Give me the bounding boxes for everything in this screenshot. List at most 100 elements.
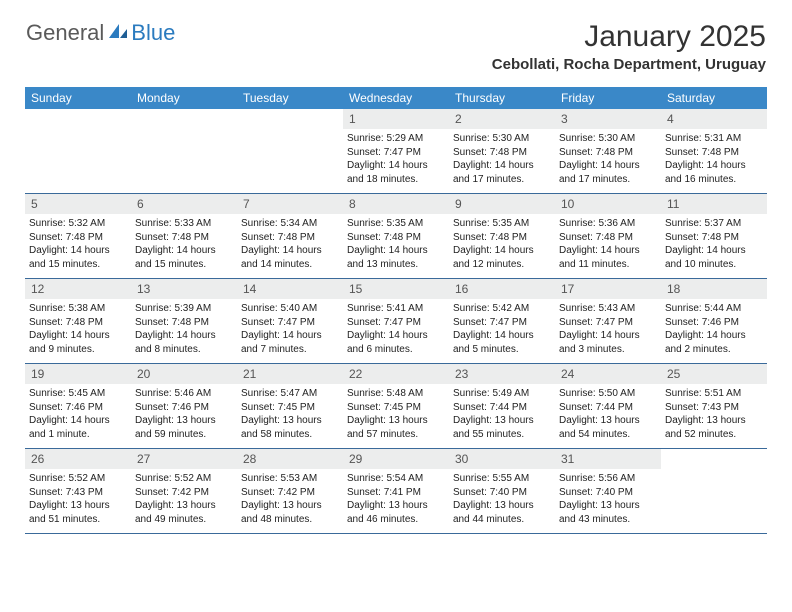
daylight-line: Daylight: 13 hours and 49 minutes. bbox=[135, 499, 233, 526]
sunset-line: Sunset: 7:43 PM bbox=[665, 401, 763, 415]
page-header: General Blue January 2025 Cebollati, Roc… bbox=[0, 0, 792, 79]
day-number: 29 bbox=[343, 449, 449, 469]
day-cell: 7Sunrise: 5:34 AMSunset: 7:48 PMDaylight… bbox=[237, 194, 343, 278]
day-number: 27 bbox=[131, 449, 237, 469]
day-cell: 5Sunrise: 5:32 AMSunset: 7:48 PMDaylight… bbox=[25, 194, 131, 278]
daylight-line: Daylight: 14 hours and 18 minutes. bbox=[347, 159, 445, 186]
month-title: January 2025 bbox=[492, 20, 766, 54]
logo: General Blue bbox=[26, 20, 175, 46]
day-number: 25 bbox=[661, 364, 767, 384]
day-number: 26 bbox=[25, 449, 131, 469]
day-body: Sunrise: 5:30 AMSunset: 7:48 PMDaylight:… bbox=[555, 129, 661, 190]
sunrise-line: Sunrise: 5:42 AM bbox=[453, 302, 551, 316]
daylight-line: Daylight: 13 hours and 52 minutes. bbox=[665, 414, 763, 441]
empty-day-cell bbox=[237, 109, 343, 193]
day-cell: 16Sunrise: 5:42 AMSunset: 7:47 PMDayligh… bbox=[449, 279, 555, 363]
sunset-line: Sunset: 7:42 PM bbox=[135, 486, 233, 500]
daylight-line: Daylight: 14 hours and 12 minutes. bbox=[453, 244, 551, 271]
day-number: 10 bbox=[555, 194, 661, 214]
day-body: Sunrise: 5:42 AMSunset: 7:47 PMDaylight:… bbox=[449, 299, 555, 360]
day-cell: 18Sunrise: 5:44 AMSunset: 7:46 PMDayligh… bbox=[661, 279, 767, 363]
sunrise-line: Sunrise: 5:32 AM bbox=[29, 217, 127, 231]
sunrise-line: Sunrise: 5:46 AM bbox=[135, 387, 233, 401]
day-body: Sunrise: 5:40 AMSunset: 7:47 PMDaylight:… bbox=[237, 299, 343, 360]
sunrise-line: Sunrise: 5:49 AM bbox=[453, 387, 551, 401]
day-number: 16 bbox=[449, 279, 555, 299]
sunset-line: Sunset: 7:40 PM bbox=[453, 486, 551, 500]
logo-text-general: General bbox=[26, 20, 104, 46]
calendar-weeks: 1Sunrise: 5:29 AMSunset: 7:47 PMDaylight… bbox=[25, 109, 767, 534]
sunrise-line: Sunrise: 5:47 AM bbox=[241, 387, 339, 401]
day-body: Sunrise: 5:52 AMSunset: 7:42 PMDaylight:… bbox=[131, 469, 237, 530]
day-body: Sunrise: 5:46 AMSunset: 7:46 PMDaylight:… bbox=[131, 384, 237, 445]
sunrise-line: Sunrise: 5:30 AM bbox=[559, 132, 657, 146]
day-header: Wednesday bbox=[343, 87, 449, 109]
day-number: 22 bbox=[343, 364, 449, 384]
day-cell: 10Sunrise: 5:36 AMSunset: 7:48 PMDayligh… bbox=[555, 194, 661, 278]
sunset-line: Sunset: 7:48 PM bbox=[453, 146, 551, 160]
logo-text-blue: Blue bbox=[131, 20, 175, 46]
day-body: Sunrise: 5:32 AMSunset: 7:48 PMDaylight:… bbox=[25, 214, 131, 275]
sunset-line: Sunset: 7:44 PM bbox=[559, 401, 657, 415]
day-body: Sunrise: 5:36 AMSunset: 7:48 PMDaylight:… bbox=[555, 214, 661, 275]
daylight-line: Daylight: 14 hours and 15 minutes. bbox=[29, 244, 127, 271]
day-cell: 6Sunrise: 5:33 AMSunset: 7:48 PMDaylight… bbox=[131, 194, 237, 278]
location-subtitle: Cebollati, Rocha Department, Uruguay bbox=[492, 56, 766, 73]
day-number: 24 bbox=[555, 364, 661, 384]
day-body: Sunrise: 5:31 AMSunset: 7:48 PMDaylight:… bbox=[661, 129, 767, 190]
sunset-line: Sunset: 7:47 PM bbox=[559, 316, 657, 330]
day-cell: 20Sunrise: 5:46 AMSunset: 7:46 PMDayligh… bbox=[131, 364, 237, 448]
day-body: Sunrise: 5:48 AMSunset: 7:45 PMDaylight:… bbox=[343, 384, 449, 445]
day-body: Sunrise: 5:37 AMSunset: 7:48 PMDaylight:… bbox=[661, 214, 767, 275]
day-cell: 29Sunrise: 5:54 AMSunset: 7:41 PMDayligh… bbox=[343, 449, 449, 533]
day-cell: 4Sunrise: 5:31 AMSunset: 7:48 PMDaylight… bbox=[661, 109, 767, 193]
sunrise-line: Sunrise: 5:33 AM bbox=[135, 217, 233, 231]
day-body: Sunrise: 5:38 AMSunset: 7:48 PMDaylight:… bbox=[25, 299, 131, 360]
day-cell: 13Sunrise: 5:39 AMSunset: 7:48 PMDayligh… bbox=[131, 279, 237, 363]
sunset-line: Sunset: 7:48 PM bbox=[241, 231, 339, 245]
daylight-line: Daylight: 14 hours and 6 minutes. bbox=[347, 329, 445, 356]
week-row: 1Sunrise: 5:29 AMSunset: 7:47 PMDaylight… bbox=[25, 109, 767, 194]
sunset-line: Sunset: 7:46 PM bbox=[135, 401, 233, 415]
sunset-line: Sunset: 7:48 PM bbox=[135, 316, 233, 330]
sunrise-line: Sunrise: 5:53 AM bbox=[241, 472, 339, 486]
daylight-line: Daylight: 14 hours and 13 minutes. bbox=[347, 244, 445, 271]
day-number: 14 bbox=[237, 279, 343, 299]
daylight-line: Daylight: 13 hours and 55 minutes. bbox=[453, 414, 551, 441]
sunrise-line: Sunrise: 5:34 AM bbox=[241, 217, 339, 231]
daylight-line: Daylight: 14 hours and 15 minutes. bbox=[135, 244, 233, 271]
sunrise-line: Sunrise: 5:55 AM bbox=[453, 472, 551, 486]
sunset-line: Sunset: 7:48 PM bbox=[29, 231, 127, 245]
day-cell: 17Sunrise: 5:43 AMSunset: 7:47 PMDayligh… bbox=[555, 279, 661, 363]
daylight-line: Daylight: 14 hours and 17 minutes. bbox=[453, 159, 551, 186]
sunset-line: Sunset: 7:46 PM bbox=[665, 316, 763, 330]
sunrise-line: Sunrise: 5:35 AM bbox=[347, 217, 445, 231]
sunrise-line: Sunrise: 5:43 AM bbox=[559, 302, 657, 316]
day-number: 12 bbox=[25, 279, 131, 299]
day-body: Sunrise: 5:30 AMSunset: 7:48 PMDaylight:… bbox=[449, 129, 555, 190]
sunset-line: Sunset: 7:43 PM bbox=[29, 486, 127, 500]
empty-day-cell bbox=[131, 109, 237, 193]
daylight-line: Daylight: 14 hours and 16 minutes. bbox=[665, 159, 763, 186]
day-cell: 23Sunrise: 5:49 AMSunset: 7:44 PMDayligh… bbox=[449, 364, 555, 448]
sunrise-line: Sunrise: 5:36 AM bbox=[559, 217, 657, 231]
day-number: 9 bbox=[449, 194, 555, 214]
day-number: 6 bbox=[131, 194, 237, 214]
day-cell: 27Sunrise: 5:52 AMSunset: 7:42 PMDayligh… bbox=[131, 449, 237, 533]
sunrise-line: Sunrise: 5:52 AM bbox=[135, 472, 233, 486]
sunset-line: Sunset: 7:48 PM bbox=[665, 146, 763, 160]
sunrise-line: Sunrise: 5:37 AM bbox=[665, 217, 763, 231]
day-number: 17 bbox=[555, 279, 661, 299]
daylight-line: Daylight: 14 hours and 8 minutes. bbox=[135, 329, 233, 356]
day-number: 11 bbox=[661, 194, 767, 214]
day-cell: 24Sunrise: 5:50 AMSunset: 7:44 PMDayligh… bbox=[555, 364, 661, 448]
day-number: 30 bbox=[449, 449, 555, 469]
sunrise-line: Sunrise: 5:48 AM bbox=[347, 387, 445, 401]
day-body: Sunrise: 5:39 AMSunset: 7:48 PMDaylight:… bbox=[131, 299, 237, 360]
daylight-line: Daylight: 13 hours and 59 minutes. bbox=[135, 414, 233, 441]
day-cell: 14Sunrise: 5:40 AMSunset: 7:47 PMDayligh… bbox=[237, 279, 343, 363]
day-number: 31 bbox=[555, 449, 661, 469]
day-number: 19 bbox=[25, 364, 131, 384]
sunrise-line: Sunrise: 5:54 AM bbox=[347, 472, 445, 486]
daylight-line: Daylight: 14 hours and 11 minutes. bbox=[559, 244, 657, 271]
